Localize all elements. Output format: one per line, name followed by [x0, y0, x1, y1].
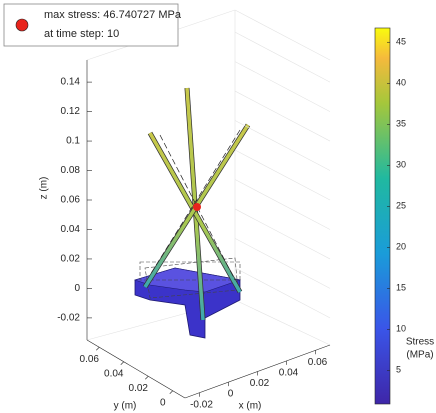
- colorbar-tick-label: 25: [396, 201, 406, 211]
- grid-line: [235, 62, 330, 112]
- z-tick-label: 0.04: [61, 224, 81, 235]
- z-tick-label: 0.12: [61, 106, 81, 117]
- x-axis-label: x (m): [239, 401, 262, 412]
- grid-line: [235, 91, 330, 141]
- colorbar-label: Stress: [406, 337, 434, 348]
- structure: [135, 88, 248, 338]
- y-tick-label: 0.02: [129, 383, 149, 394]
- grid-line: [235, 268, 330, 318]
- z-tick-label: 0.1: [66, 136, 80, 147]
- z-tick-label: -0.02: [57, 313, 80, 324]
- colorbar-tick-label: 40: [396, 78, 406, 88]
- y-tick-label: 0: [160, 397, 166, 408]
- grid-line: [235, 179, 330, 229]
- x-tick-label: 0: [228, 389, 234, 400]
- legend-marker: [16, 19, 28, 31]
- colorbar-tick-label: 35: [396, 119, 406, 129]
- z-tick-label: 0: [74, 283, 80, 294]
- grid-line: [235, 238, 330, 288]
- colorbar-tick-label: 45: [396, 37, 406, 47]
- z-tick-label: 0.08: [61, 165, 81, 176]
- legend-text: at time step: 10: [44, 28, 119, 40]
- y-tick: [96, 347, 99, 350]
- max-stress-marker: [193, 203, 201, 211]
- colorbar-tick-label: 30: [396, 160, 406, 170]
- y-tick: [170, 391, 173, 394]
- z-tick-label: 0.02: [61, 254, 81, 265]
- colorbar-tick-label: 15: [396, 283, 406, 293]
- figure: max stress: 46.740727 MPa at time step: …: [0, 0, 436, 413]
- grid-line: [235, 209, 330, 259]
- x-tick-label: -0.02: [190, 399, 213, 410]
- colorbar-tick-label: 20: [396, 242, 406, 252]
- z-tick-label: 0.14: [61, 77, 81, 88]
- y-axis-label: y (m): [114, 401, 137, 412]
- x-tick-label: 0.02: [250, 378, 270, 389]
- y-tick-label: 0.04: [104, 368, 124, 379]
- colorbar-tick-label: 10: [396, 324, 406, 334]
- grid-line: [235, 32, 330, 82]
- grid-line: [235, 150, 330, 200]
- colorbar-tick-label: 5: [396, 365, 401, 375]
- x-tick-label: 0.04: [279, 368, 299, 379]
- legend: max stress: 46.740727 MPa at time step: …: [4, 4, 182, 46]
- axes-box: [87, 10, 330, 398]
- z-axis-label: z (m): [39, 177, 50, 200]
- grid-line: [235, 121, 330, 171]
- y-tick: [145, 376, 148, 379]
- x-tick-label: 0.06: [308, 357, 328, 368]
- colorbar-label: (MPa): [406, 350, 433, 361]
- y-tick: [121, 362, 124, 365]
- legend-text: max stress: 46.740727 MPa: [44, 9, 182, 21]
- z-tick-label: 0.06: [61, 195, 81, 206]
- colorbar: [375, 28, 390, 404]
- y-tick-label: 0.06: [80, 354, 100, 365]
